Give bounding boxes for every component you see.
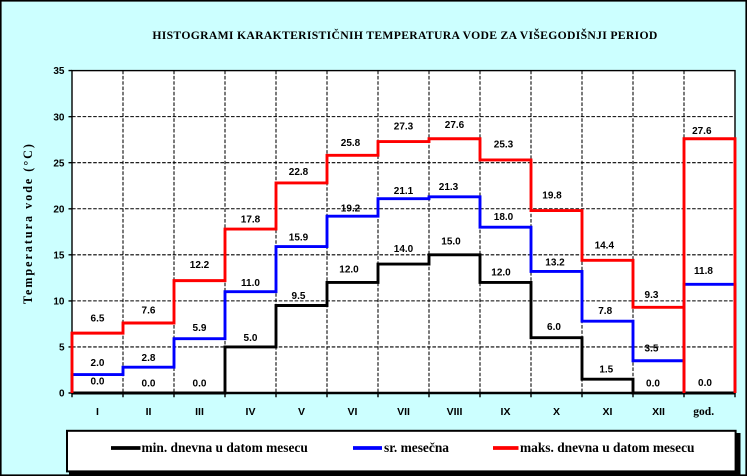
svg-text:19.2: 19.2 [341, 204, 361, 215]
svg-text:21.3: 21.3 [439, 182, 459, 193]
svg-text:27.6: 27.6 [692, 126, 712, 137]
svg-text:V: V [298, 406, 305, 418]
svg-text:9.3: 9.3 [645, 290, 659, 301]
svg-text:25.3: 25.3 [494, 139, 514, 150]
svg-text:6.5: 6.5 [91, 313, 105, 324]
svg-text:IX: IX [501, 406, 511, 418]
svg-text:VI: VI [348, 406, 358, 418]
svg-text:0.0: 0.0 [142, 379, 156, 390]
svg-text:5.9: 5.9 [193, 323, 207, 334]
svg-text:XII: XII [652, 406, 665, 418]
svg-text:9.5: 9.5 [292, 291, 306, 302]
svg-text:27.6: 27.6 [445, 120, 465, 131]
svg-text:maks. dnevna u datom mesecu: maks. dnevna u datom mesecu [520, 440, 695, 455]
svg-text:Temperatura vode (°C): Temperatura vode (°C) [21, 142, 35, 304]
svg-text:18.0: 18.0 [494, 212, 514, 223]
svg-text:30: 30 [53, 112, 65, 123]
svg-text:20: 20 [53, 204, 65, 215]
svg-text:27.3: 27.3 [394, 122, 414, 133]
svg-text:0: 0 [59, 389, 65, 400]
svg-text:6.0: 6.0 [547, 322, 561, 333]
svg-text:2.8: 2.8 [142, 353, 156, 364]
svg-text:VIII: VIII [447, 406, 463, 418]
svg-text:15.0: 15.0 [441, 237, 461, 248]
svg-text:7.6: 7.6 [142, 305, 156, 316]
svg-text:0.0: 0.0 [646, 379, 660, 390]
svg-text:0.0: 0.0 [91, 377, 105, 388]
svg-text:10: 10 [53, 296, 65, 307]
svg-text:III: III [195, 406, 204, 418]
svg-text:0.0: 0.0 [193, 379, 207, 390]
svg-text:5: 5 [59, 343, 65, 354]
svg-text:21.1: 21.1 [394, 186, 414, 197]
svg-text:11.8: 11.8 [694, 266, 713, 277]
svg-text:2.0: 2.0 [91, 358, 105, 369]
svg-text:IV: IV [246, 406, 256, 418]
svg-text:0.0: 0.0 [698, 378, 712, 389]
svg-text:god.: god. [693, 406, 714, 418]
svg-text:12.0: 12.0 [339, 264, 359, 275]
svg-text:17.8: 17.8 [241, 214, 261, 225]
svg-text:12.0: 12.0 [491, 268, 511, 279]
svg-text:25.8: 25.8 [341, 138, 361, 149]
svg-text:12.2: 12.2 [190, 260, 210, 271]
svg-text:7.8: 7.8 [598, 306, 612, 317]
svg-text:sr. mesečna: sr. mesečna [384, 440, 449, 455]
svg-text:19.8: 19.8 [542, 190, 562, 201]
svg-text:X: X [553, 406, 560, 418]
svg-text:I: I [96, 406, 99, 418]
svg-text:13.2: 13.2 [545, 257, 565, 268]
svg-text:11.0: 11.0 [241, 278, 260, 289]
svg-text:22.8: 22.8 [289, 167, 309, 178]
svg-text:15: 15 [53, 250, 65, 261]
svg-text:XI: XI [603, 406, 613, 418]
svg-text:min. dnevna u datom mesecu: min. dnevna u datom mesecu [142, 440, 309, 455]
svg-text:II: II [146, 406, 152, 418]
svg-text:1.5: 1.5 [599, 364, 613, 375]
svg-text:14.0: 14.0 [394, 244, 414, 255]
svg-text:14.4: 14.4 [595, 240, 615, 251]
svg-text:VII: VII [397, 406, 410, 418]
svg-text:35: 35 [53, 66, 65, 77]
svg-text:25: 25 [53, 158, 65, 169]
svg-text:5.0: 5.0 [244, 333, 258, 344]
svg-text:HISTOGRAMI KARAKTERISTIČNIH TE: HISTOGRAMI KARAKTERISTIČNIH TEMPERATURA … [152, 28, 657, 42]
svg-text:15.9: 15.9 [289, 232, 309, 243]
svg-text:3.5: 3.5 [645, 343, 659, 354]
